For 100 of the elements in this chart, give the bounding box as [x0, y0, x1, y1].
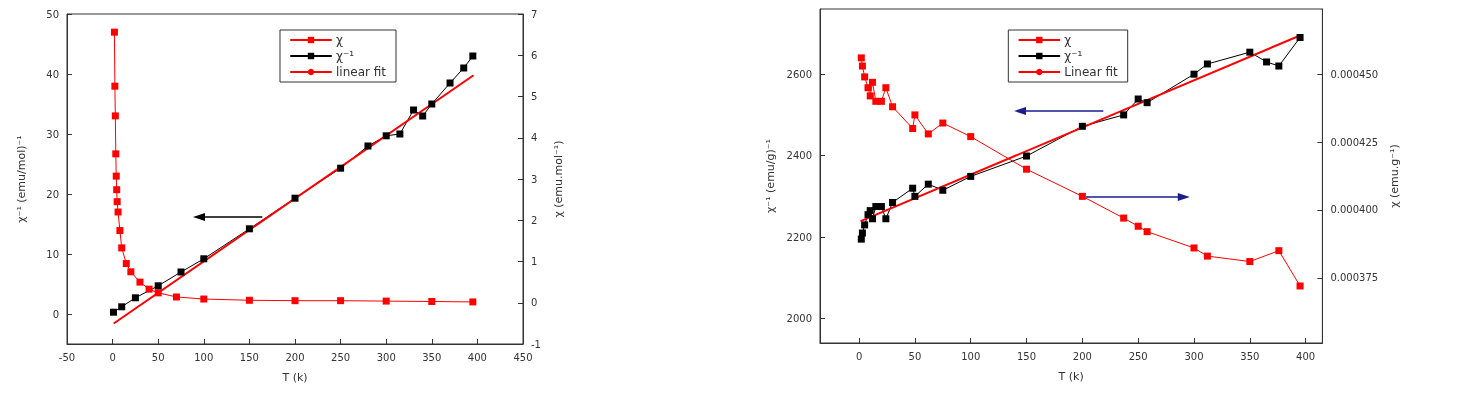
- legend-label: χ: [1064, 33, 1072, 47]
- point: [112, 150, 120, 158]
- point: [967, 133, 975, 141]
- x-tick-label: 100: [194, 351, 214, 363]
- point: [882, 84, 890, 92]
- point: [113, 186, 121, 194]
- point: [337, 297, 345, 305]
- point: [1296, 34, 1304, 42]
- x-tick-label: -50: [58, 351, 76, 363]
- y-tick-label: 30: [46, 128, 59, 140]
- point: [1023, 152, 1031, 160]
- point: [1275, 247, 1283, 255]
- y-tick-label: 2600: [786, 68, 812, 80]
- y-tick-label: 2400: [786, 150, 812, 162]
- y2-tick-label: 0.000375: [1330, 272, 1379, 284]
- x-tick-label: 100: [961, 350, 981, 362]
- point: [909, 184, 917, 192]
- point: [924, 180, 932, 188]
- point: [131, 294, 139, 302]
- x-tick-label: 0: [855, 350, 863, 362]
- y2-tick-label: 0.000425: [1330, 136, 1379, 148]
- point: [113, 198, 121, 206]
- point: [1078, 122, 1086, 130]
- x-tick-label: 250: [331, 351, 351, 363]
- point: [469, 52, 477, 60]
- y2-tick-label: 6: [531, 49, 538, 61]
- y-tick-label: 0: [52, 308, 59, 320]
- y2-tick-label: -1: [531, 338, 541, 350]
- y-axis-title: χ⁻¹ (emu/mol)⁻¹: [15, 135, 28, 223]
- point: [136, 278, 144, 286]
- y-tick-label: 2000: [786, 313, 812, 325]
- point: [172, 293, 180, 301]
- y-tick-label: 10: [46, 248, 59, 260]
- x-tick-label: 50: [151, 351, 165, 363]
- point: [1190, 244, 1198, 252]
- y2-axis-title: χ (emu.g⁻¹): [1388, 144, 1401, 208]
- legend-label: linear fit: [335, 65, 387, 79]
- y2-tick-label: 5: [531, 91, 538, 102]
- point: [110, 308, 118, 316]
- x-tick-label: 300: [376, 351, 396, 363]
- point: [1143, 99, 1151, 107]
- y2-tick-label: 4: [531, 132, 538, 144]
- point: [382, 132, 390, 140]
- point: [877, 203, 885, 211]
- y-axis-title: χ⁻¹ (emu/g)⁻¹: [763, 138, 777, 214]
- y2-tick-label: 2: [531, 214, 538, 226]
- point: [446, 79, 454, 87]
- point: [364, 142, 372, 150]
- legend-label: χ⁻¹: [335, 49, 355, 63]
- x-tick-label: 300: [1184, 350, 1204, 362]
- point: [861, 221, 869, 229]
- point: [127, 268, 135, 276]
- x-tick-label: 450: [513, 351, 533, 363]
- x-tick-label: 400: [467, 351, 487, 363]
- point: [858, 229, 866, 237]
- point: [154, 282, 162, 290]
- point: [1203, 252, 1211, 260]
- point: [245, 296, 253, 304]
- y-tick-label: 40: [46, 68, 59, 80]
- point: [245, 225, 253, 233]
- point: [112, 172, 120, 180]
- point: [154, 289, 162, 297]
- point: [118, 303, 126, 311]
- y2-tick-label: 3: [531, 173, 538, 185]
- point: [939, 119, 947, 127]
- point: [866, 92, 874, 100]
- point: [1120, 111, 1128, 119]
- point: [1134, 95, 1142, 103]
- point: [291, 194, 299, 202]
- x-tick-label: 150: [239, 351, 259, 363]
- x-tick-label: 200: [1072, 350, 1092, 362]
- point: [428, 298, 436, 306]
- point: [200, 295, 208, 303]
- point: [1296, 282, 1304, 290]
- point: [924, 130, 932, 138]
- point: [145, 285, 153, 293]
- x-axis-title: T (k): [281, 371, 308, 384]
- x-axis-title: T (k): [1057, 370, 1084, 383]
- point: [868, 78, 876, 86]
- point: [967, 172, 975, 180]
- point: [1263, 58, 1271, 66]
- point: [382, 297, 390, 305]
- point: [118, 244, 126, 252]
- y-tick-label: 20: [46, 188, 59, 200]
- x-tick-label: 150: [1016, 350, 1037, 362]
- x-tick-label: 350: [1240, 350, 1260, 362]
- point: [909, 124, 917, 132]
- legend-label: χ: [335, 33, 343, 47]
- x-tick-label: 0: [109, 351, 116, 363]
- legend-label: χ⁻¹: [1064, 49, 1083, 63]
- point: [122, 260, 130, 268]
- point: [877, 97, 885, 105]
- x-tick-label: 400: [1296, 350, 1316, 362]
- y2-axis-title: χ (emu.mol⁻¹): [552, 140, 565, 218]
- point: [1246, 258, 1254, 266]
- point: [200, 255, 208, 263]
- point: [460, 64, 468, 72]
- point: [419, 112, 427, 120]
- point: [410, 106, 418, 114]
- point: [177, 268, 185, 276]
